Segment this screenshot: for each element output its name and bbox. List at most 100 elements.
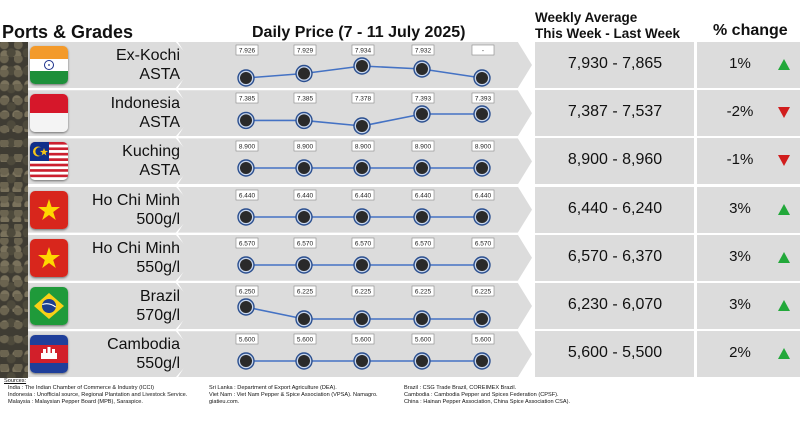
- source-line: Cambodia : Cambodia Pepper and Spices Fe…: [404, 392, 559, 398]
- price-label: 8.900: [415, 144, 432, 151]
- vietnam-flag-icon: [30, 238, 68, 277]
- weekly-average-value: 6,230 - 6,070: [567, 296, 663, 313]
- peppercorn-icon: [476, 108, 488, 121]
- sources-column-3: Brazil : CSG Trade Brazil, COREIMEX Braz…: [404, 385, 570, 406]
- price-label: 7.385: [239, 96, 256, 103]
- percent-change-value: -2%: [726, 103, 754, 121]
- triangle-down-icon: [778, 107, 790, 119]
- weekly-band: [532, 186, 694, 233]
- port-name: Ex-Kochi: [115, 47, 180, 64]
- price-label-box: [293, 44, 317, 56]
- table-row: Brazil 570g/l 6.250 6.225 6.225 6.225 6.225 6,2…: [0, 283, 800, 329]
- divider2: [694, 42, 697, 88]
- daily-price-chart: 6.440 6.440 6.440 6.440 6.440: [235, 189, 495, 226]
- peppercorn-background-image: [0, 42, 28, 378]
- price-label-box: [411, 237, 435, 249]
- header-daily-price: Daily Price (7 - 11 July 2025): [252, 24, 466, 41]
- price-label: 6.225: [415, 289, 432, 296]
- peppercorn-icon: [240, 114, 252, 127]
- triangle-up-icon: [778, 300, 790, 311]
- peppercorn-icon: [240, 72, 252, 84]
- price-label-box: [293, 333, 317, 345]
- peppercorn-icon: [356, 60, 368, 72]
- divider2: [694, 234, 697, 281]
- malaysia-flag-icon: [30, 142, 68, 181]
- price-label: 7.929: [297, 48, 314, 55]
- grade-name: ASTA: [139, 114, 180, 132]
- price-label: 6.225: [355, 289, 372, 296]
- price-label-box: [411, 285, 435, 297]
- price-label-box: [411, 333, 435, 345]
- india-flag-icon: [30, 46, 68, 84]
- source-line: Brazil : CSG Trade Brazil, COREIMEX Braz…: [404, 385, 517, 391]
- price-label: 6.440: [297, 192, 314, 199]
- price-label-box: [351, 237, 375, 249]
- price-label: 7.934: [355, 48, 372, 55]
- port-name: Ho Chi Minh: [91, 191, 180, 209]
- table-row: Indonesia ASTA 7.385 7.385 7.378 7.393 7.393 7,…: [0, 90, 800, 137]
- price-label: 6.225: [297, 289, 314, 296]
- vietnam-flag-icon: [30, 190, 68, 229]
- percent-change-value: -1%: [726, 151, 754, 169]
- source-line: Sri Lanka : Department of Export Agricul…: [209, 385, 337, 391]
- price-label-box: [471, 189, 495, 200]
- sources-column-1: India : The Indian Chamber of Commerce &…: [8, 385, 187, 406]
- port-name: Brazil: [139, 288, 180, 305]
- source-line: Indonesia : Unofficial source, Regional …: [8, 392, 188, 398]
- price-label: 8.900: [239, 144, 256, 151]
- header-ports-grades: Ports & Grades: [2, 22, 134, 42]
- table-row: Ex-Kochi ASTA 7.926 7.929 7.934 7.932 - 7,930 -…: [0, 42, 800, 88]
- peppercorn-icon: [416, 162, 428, 175]
- percent-change-value: 3%: [729, 247, 751, 265]
- price-label: 5.600: [415, 337, 432, 344]
- peppercorn-icon: [298, 67, 310, 80]
- price-label: 5.600: [355, 337, 372, 344]
- peppercorn-icon: [476, 210, 488, 223]
- daily-price-chart: 8.900 8.900 8.900 8.900 8.900: [235, 141, 495, 178]
- divider: [532, 186, 535, 233]
- weekly-band: [532, 138, 694, 185]
- port-grade-name: Kuching ASTA: [70, 142, 180, 180]
- price-label-box: [293, 141, 317, 152]
- weekly-average-value: 8,900 - 8,960: [567, 151, 663, 169]
- price-label-box: [411, 44, 435, 56]
- peppercorn-icon: [356, 162, 368, 175]
- port-grade-name: Indonesia ASTA: [70, 94, 180, 132]
- peppercorn-icon: [416, 210, 428, 223]
- peppercorn-icon: [476, 313, 488, 325]
- divider2: [694, 138, 697, 185]
- peppercorn-icon: [298, 162, 310, 175]
- price-label-box: [351, 333, 375, 345]
- grade-name: ASTA: [139, 162, 180, 180]
- price-label-box: [293, 92, 317, 104]
- divider: [532, 283, 535, 329]
- peppercorn-icon: [240, 162, 252, 175]
- price-label: 5.600: [297, 337, 314, 344]
- triangle-down-icon: [778, 155, 790, 167]
- triangle-up-icon: [778, 348, 790, 360]
- daily-price-chart: 6.250 6.225 6.225 6.225 6.225: [235, 285, 495, 328]
- price-label-box: [471, 237, 495, 249]
- peppercorn-icon: [298, 313, 310, 325]
- peppercorn-icon: [416, 108, 428, 121]
- port-grade-name: Ho Chi Minh 550g/l: [70, 239, 180, 277]
- price-label-box: [471, 92, 495, 104]
- price-label-box: [293, 285, 317, 297]
- peppercorn-icon: [416, 355, 428, 368]
- divider: [532, 331, 535, 378]
- peppercorn-icon: [240, 258, 252, 271]
- price-label-box: [293, 189, 317, 200]
- peppercorn-icon: [416, 63, 428, 75]
- price-label-box: [411, 141, 435, 152]
- price-label: 7.393: [415, 96, 432, 103]
- price-label-box: [351, 92, 375, 104]
- price-label: 6.225: [475, 289, 492, 296]
- weekly-average-value: 6,570 - 6,370: [567, 247, 663, 265]
- peppercorn-icon: [240, 355, 252, 368]
- divider2: [694, 186, 697, 233]
- price-label: 6.570: [475, 240, 492, 247]
- price-label-box: [471, 333, 495, 345]
- triangle-up-icon: [778, 251, 790, 263]
- port-grade-name: Ex-Kochi ASTA: [70, 46, 180, 84]
- price-label: 6.440: [239, 192, 256, 199]
